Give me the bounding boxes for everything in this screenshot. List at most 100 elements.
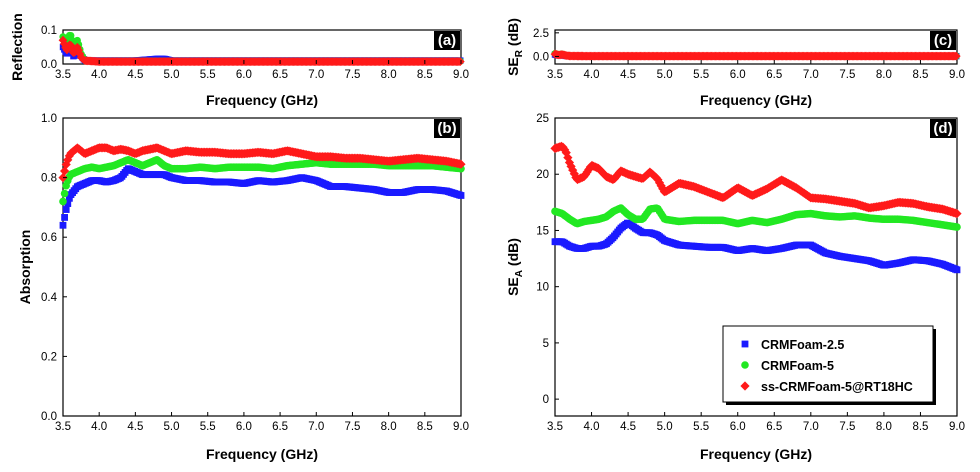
data-point xyxy=(66,40,76,50)
x-tick-label: 8.5 xyxy=(417,69,433,81)
y-tick-label: 10 xyxy=(536,282,549,294)
y-tick-label: 0.6 xyxy=(41,232,57,244)
panel-tag-box xyxy=(930,31,956,50)
x-tick-label: 6.0 xyxy=(730,421,746,433)
x-tick-label: 3.5 xyxy=(55,69,71,81)
y-tick-label: 2.5 xyxy=(533,28,549,40)
y-axis-label: Reflection xyxy=(9,13,25,81)
x-tick-label: 9.0 xyxy=(949,421,965,433)
panel-tag-box xyxy=(434,31,460,50)
legend-label: CRMFoam-5 xyxy=(761,359,834,373)
y-tick-label: 0.4 xyxy=(41,292,58,304)
series-CRMFoam-5 xyxy=(551,204,961,231)
x-tick-label: 8.0 xyxy=(381,421,397,433)
legend-label: CRMFoam-2.5 xyxy=(761,338,844,352)
data-point xyxy=(60,189,69,198)
x-tick-label: 4.0 xyxy=(91,421,107,433)
x-tick-label: 6.5 xyxy=(766,69,782,81)
panel-tag: (c) xyxy=(934,32,952,49)
data-point xyxy=(953,223,961,231)
data-point xyxy=(953,266,961,274)
data-point xyxy=(59,39,69,49)
x-tick-label: 6.0 xyxy=(236,69,252,81)
x-tick-label: 7.0 xyxy=(308,69,324,81)
x-tick-label: 3.5 xyxy=(547,421,563,433)
x-tick-label: 7.0 xyxy=(803,421,819,433)
y-tick-label: 0.2 xyxy=(41,351,57,363)
panel-tag: (a) xyxy=(438,32,456,49)
x-tick-label: 6.0 xyxy=(730,69,746,81)
data-point xyxy=(568,165,578,175)
panel-c-se-r: 3.5 4.0 4.5 5.0 5.5 6.0 6.5 7.0 7.5 8.0 8.5 9.0 0.0 2… xyxy=(505,18,965,108)
y-axis-label: SER (dB) xyxy=(505,18,525,76)
y-tick-label: 25 xyxy=(536,113,549,125)
x-tick-label: 4.0 xyxy=(91,69,107,81)
panel-tag: (b) xyxy=(437,120,456,137)
y-tick-label: 0.0 xyxy=(41,411,57,423)
x-tick-label: 7.0 xyxy=(308,421,324,433)
series-CRMFoam-2.5 xyxy=(59,165,465,229)
x-tick-label: 8.0 xyxy=(876,421,892,433)
x-tick-label: 8.0 xyxy=(381,69,397,81)
y-tick-label: 15 xyxy=(536,225,549,237)
data-point xyxy=(59,166,70,176)
panel-b-absorption: 3.5 4.0 4.5 5.0 5.5 6.0 6.5 7.0 7.5 8.0 8.5 9.0 0.0 0… xyxy=(17,113,469,462)
series-ss-CRMFoam-5@RT18HC xyxy=(58,35,465,67)
y-tick-label: 5 xyxy=(543,338,549,350)
y-tick-label: 1.0 xyxy=(41,113,57,125)
x-tick-label: 5.0 xyxy=(657,421,673,433)
x-tick-label: 8.5 xyxy=(912,69,928,81)
data-point xyxy=(65,194,73,202)
x-tick-label: 9.0 xyxy=(453,421,469,433)
data-point xyxy=(561,148,571,158)
legend-marker xyxy=(740,381,750,391)
panel-a-reflection: 3.5 4.0 4.5 5.0 5.5 6.0 6.5 7.0 7.5 8.0 8.5 9.0 0.0 0… xyxy=(9,13,469,108)
x-tick-label: 7.5 xyxy=(839,69,855,81)
x-tick-label: 7.5 xyxy=(344,421,360,433)
data-point xyxy=(64,200,72,207)
x-tick-label: 4.5 xyxy=(127,421,143,433)
x-tick-label: 9.0 xyxy=(453,69,469,81)
legend-marker xyxy=(741,340,749,348)
legend: CRMFoam-2.5 CRMFoam-5 ss-CRMFoam-5@RT18HC xyxy=(722,325,936,405)
plot-frame xyxy=(554,29,958,65)
legend-label: ss-CRMFoam-5@RT18HC xyxy=(761,380,913,394)
x-tick-label: 8.5 xyxy=(912,421,928,433)
x-tick-label: 4.0 xyxy=(584,69,600,81)
x-tick-label: 6.5 xyxy=(766,421,782,433)
plot-frame xyxy=(62,117,462,417)
series-ss-CRMFoam-5@RT18HC xyxy=(550,49,961,61)
x-tick-label: 5.0 xyxy=(164,69,180,81)
x-tick-label: 4.0 xyxy=(584,421,600,433)
x-tick-label: 8.5 xyxy=(417,421,433,433)
x-tick-label: 6.5 xyxy=(272,69,288,81)
x-tick-label: 4.5 xyxy=(620,69,636,81)
y-tick-label: 0.8 xyxy=(41,173,57,185)
data-point xyxy=(74,45,84,55)
data-point xyxy=(456,159,466,169)
data-point xyxy=(455,57,465,67)
x-tick-label: 4.5 xyxy=(127,69,143,81)
x-tick-label: 6.0 xyxy=(236,421,252,433)
data-point xyxy=(564,157,575,168)
x-tick-label: 8.0 xyxy=(876,69,892,81)
panel-tag-box xyxy=(930,119,956,138)
y-tick-label: 0 xyxy=(543,394,549,406)
panel-d-se-a: 3.5 4.0 4.5 5.0 5.5 6.0 6.5 7.0 7.5 8.0 8.5 9.0 0 5 10… xyxy=(505,113,965,462)
x-tick-label: 5.5 xyxy=(693,69,709,81)
panel-tag-box xyxy=(434,119,460,138)
x-tick-label: 6.5 xyxy=(272,421,288,433)
x-tick-label: 7.5 xyxy=(839,421,855,433)
y-tick-label: 0.0 xyxy=(41,59,57,71)
x-tick-label: 5.5 xyxy=(693,421,709,433)
x-tick-label: 7.0 xyxy=(803,69,819,81)
x-tick-label: 5.5 xyxy=(200,69,216,81)
x-tick-label: 9.0 xyxy=(949,69,965,81)
data-point xyxy=(59,197,67,206)
x-axis-label: Frequency (GHz) xyxy=(700,446,812,462)
x-tick-label: 5.5 xyxy=(200,421,216,433)
data-point xyxy=(951,51,961,61)
series-CRMFoam-2.5 xyxy=(551,219,961,274)
y-axis-label: Absorption xyxy=(17,230,33,305)
